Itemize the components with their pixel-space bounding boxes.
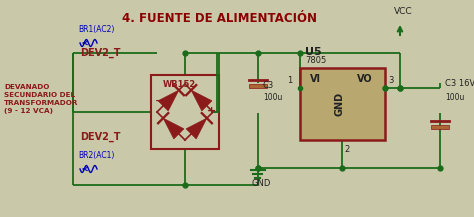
Bar [249,84,267,88]
Text: GND: GND [335,92,345,116]
Text: VCC: VCC [394,7,413,16]
Text: 100u: 100u [445,93,465,102]
Bar [151,75,219,149]
Text: BR1(AC2): BR1(AC2) [78,25,114,34]
Text: C3: C3 [263,81,274,90]
Text: −: − [155,96,164,106]
Text: 4. FUENTE DE ALIMENTACIÓN: 4. FUENTE DE ALIMENTACIÓN [122,12,318,25]
Text: WB152: WB152 [163,80,196,89]
Text: 3: 3 [388,76,393,85]
Text: VI: VI [310,74,321,84]
Text: BR2(AC1): BR2(AC1) [78,151,114,160]
Polygon shape [186,118,207,139]
Text: DEV2_T: DEV2_T [80,132,120,142]
Text: 100u: 100u [263,93,283,102]
Text: U5: U5 [305,47,322,57]
Text: 2: 2 [345,145,350,154]
Text: GND: GND [252,179,272,188]
Text: 7805: 7805 [305,56,326,65]
Bar [431,125,449,129]
Bar [300,68,385,140]
Text: +: + [207,106,216,116]
Polygon shape [158,90,179,111]
Text: DEV2_T: DEV2_T [80,48,120,58]
Polygon shape [191,90,212,111]
Text: C3 16V: C3 16V [445,79,474,88]
Text: DEVANADO
SECUNDARIO DEL
TRANSFORMADOR
(9 - 12 VCA): DEVANADO SECUNDARIO DEL TRANSFORMADOR (9… [4,84,78,114]
Text: 1: 1 [287,76,292,85]
Text: VO: VO [357,74,373,84]
Polygon shape [163,118,184,139]
